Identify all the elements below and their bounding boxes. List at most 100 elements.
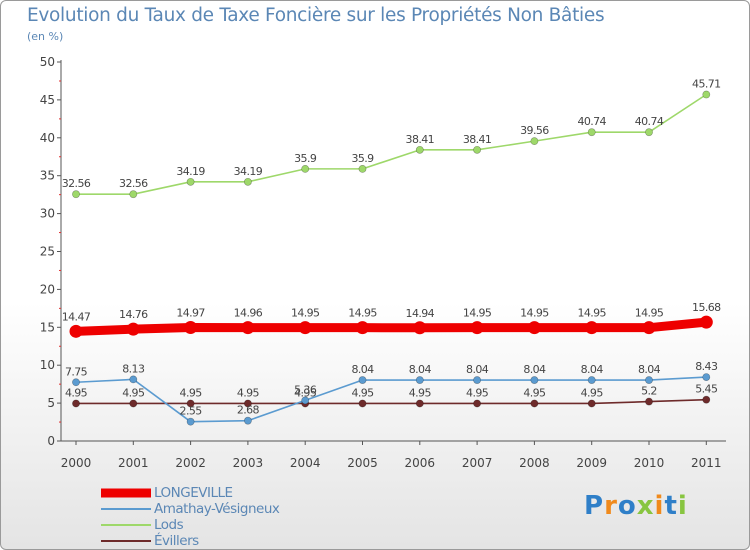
data-label-amathay-vesigneux: 8.04	[523, 363, 546, 376]
data-label-lods: 35.9	[294, 152, 317, 165]
data-point-amathay-vesigneux	[530, 376, 539, 384]
data-label-lods: 38.41	[406, 133, 435, 146]
data-label-lods: 34.19	[234, 165, 263, 178]
x-tick-label: 2008	[519, 456, 550, 470]
data-label-amathay-vesigneux: 8.04	[409, 363, 432, 376]
logo-letter: P	[584, 491, 605, 521]
y-tick-label: 5	[47, 396, 55, 410]
data-point-longeville	[413, 321, 427, 335]
data-label-amathay-vesigneux: 8.04	[581, 363, 604, 376]
data-point-evillers	[645, 397, 653, 406]
data-label-evillers: 4.95	[237, 386, 260, 399]
data-point-lods	[587, 128, 596, 137]
data-point-lods	[473, 145, 481, 154]
y-tick-label: 30	[40, 207, 55, 221]
series-line-longeville	[71, 317, 711, 336]
legend-swatch-longeville	[101, 488, 151, 498]
y-tick-label: 15	[40, 320, 55, 334]
legend-label-amathay-vesigneux: Amathay-Vésigneux	[154, 501, 280, 517]
data-label-amathay-vesigneux: 8.04	[351, 363, 374, 376]
data-point-amathay-vesigneux	[129, 375, 138, 384]
y-tick-label: 0	[47, 434, 55, 448]
legend-label-lods: Lods	[154, 517, 184, 533]
logo-letter: r	[604, 491, 618, 521]
y-tick-label: 10	[40, 358, 55, 372]
x-tick-label: 2010	[634, 456, 665, 470]
y-tick-label: 50	[40, 55, 55, 69]
data-label-lods: 39.56	[520, 124, 549, 137]
data-label-longeville: 15.68	[692, 301, 721, 314]
y-unit-label: (en %)	[27, 30, 64, 43]
data-label-evillers: 4.95	[581, 386, 604, 399]
x-tick-label: 2009	[576, 456, 607, 470]
data-label-lods: 35.9	[351, 152, 374, 165]
legend-swatch-amathay-vesigneux	[101, 508, 151, 510]
data-label-longeville: 14.76	[119, 308, 148, 321]
data-label-lods: 45.71	[692, 78, 721, 91]
data-point-longeville	[298, 321, 312, 335]
data-label-longeville: 14.95	[348, 307, 377, 320]
data-point-amathay-vesigneux	[645, 376, 653, 384]
data-label-amathay-vesigneux: 5.36	[294, 383, 317, 396]
series-line-amathay-vesigneux	[75, 376, 708, 423]
data-point-amathay-vesigneux	[186, 417, 195, 426]
data-label-evillers: 4.95	[409, 386, 432, 399]
data-point-amathay-vesigneux	[587, 376, 596, 384]
data-point-lods	[243, 177, 252, 186]
data-label-longeville: 14.96	[234, 307, 263, 320]
y-tick-label: 35	[40, 169, 55, 183]
data-label-evillers: 4.95	[180, 386, 203, 399]
data-point-lods	[415, 145, 424, 154]
data-label-evillers: 5.2	[641, 385, 657, 398]
data-point-lods	[72, 190, 80, 199]
data-point-amathay-vesigneux	[473, 376, 481, 384]
data-point-evillers	[72, 399, 80, 408]
logo-letter: x	[636, 491, 655, 521]
data-label-evillers: 4.95	[466, 386, 489, 399]
data-point-lods	[530, 137, 539, 146]
data-point-evillers	[415, 399, 424, 408]
data-point-longeville	[184, 321, 198, 335]
data-point-longeville	[585, 321, 599, 335]
data-label-amathay-vesigneux: 2.55	[180, 405, 203, 418]
data-point-lods	[301, 164, 310, 173]
data-label-amathay-vesigneux: 8.13	[122, 362, 145, 375]
data-label-evillers: 4.95	[523, 386, 546, 399]
data-point-evillers	[587, 399, 596, 408]
data-label-amathay-vesigneux: 2.68	[237, 404, 260, 417]
data-label-lods: 38.41	[463, 133, 492, 146]
legend-label-longeville: LONGEVILLE	[154, 485, 233, 501]
x-tick-label: 2011	[691, 456, 722, 470]
x-tick-label: 2002	[175, 456, 206, 470]
data-point-evillers	[702, 395, 711, 404]
data-label-amathay-vesigneux: 8.04	[638, 363, 661, 376]
data-point-longeville	[642, 321, 656, 335]
data-label-evillers: 5.45	[695, 383, 718, 396]
data-point-evillers	[530, 399, 539, 408]
data-label-evillers: 4.95	[122, 386, 145, 399]
data-point-lods	[358, 164, 367, 173]
data-point-longeville	[126, 322, 140, 336]
data-label-longeville: 14.95	[520, 307, 549, 320]
logo-letter: t	[664, 491, 678, 521]
data-point-evillers	[186, 399, 195, 408]
data-point-amathay-vesigneux	[702, 373, 711, 382]
data-label-amathay-vesigneux: 7.75	[65, 365, 88, 378]
data-label-evillers: 4.95	[351, 386, 374, 399]
data-point-longeville	[241, 321, 255, 335]
data-label-lods: 34.19	[176, 165, 205, 178]
data-label-longeville: 14.47	[62, 310, 91, 323]
data-label-longeville: 14.95	[635, 307, 664, 320]
data-point-lods	[129, 190, 138, 199]
data-label-lods: 40.74	[577, 115, 606, 128]
data-point-amathay-vesigneux	[243, 416, 252, 425]
x-tick-label: 2001	[118, 456, 149, 470]
data-point-amathay-vesigneux	[72, 378, 80, 387]
legend-label-evillers: Évillers	[154, 533, 199, 549]
data-label-longeville: 14.95	[577, 307, 606, 320]
data-point-lods	[702, 90, 711, 99]
data-label-evillers: 4.95	[294, 386, 317, 399]
legend-swatch-lods	[101, 524, 151, 526]
x-tick-label: 2004	[290, 456, 321, 470]
